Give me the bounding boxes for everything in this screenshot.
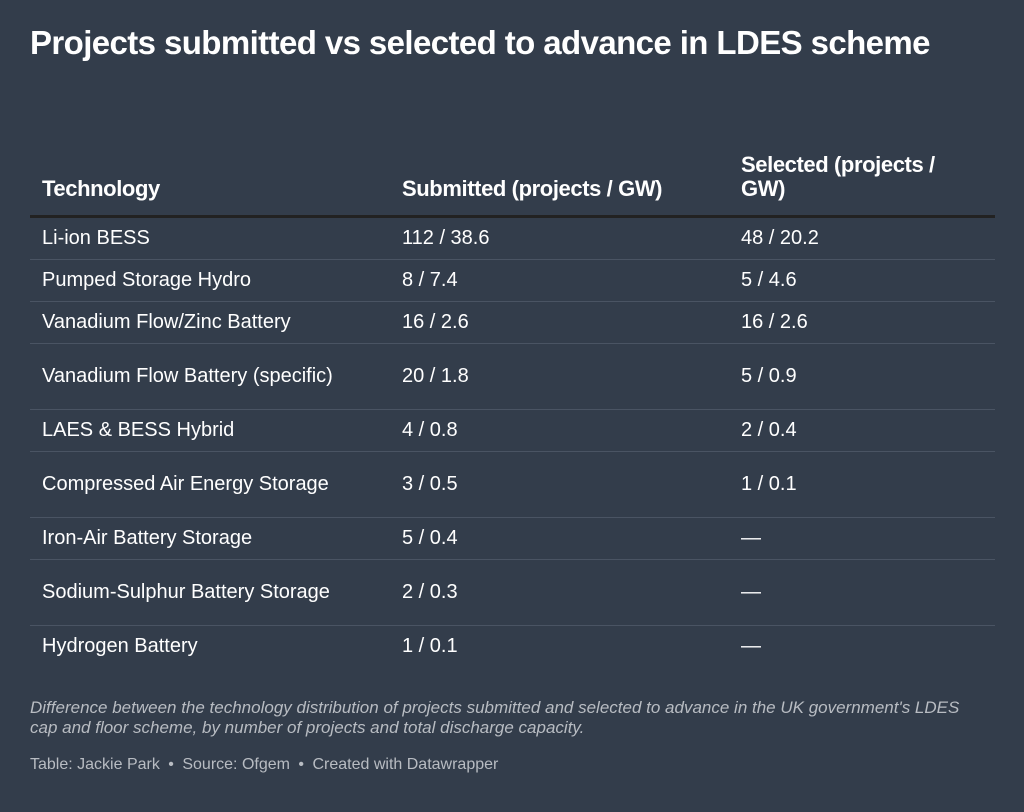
cell-technology: Sodium-Sulphur Battery Storage [30,559,390,626]
table-row: Hydrogen Battery 1 / 0.1 — [30,626,995,668]
table-row: Li-ion BESS 112 / 38.6 48 / 20.2 [30,216,995,260]
footer-separator: • [298,756,305,773]
table-row: Compressed Air Energy Storage 3 / 0.5 1 / … [30,451,995,518]
table-row: LAES & BESS Hybrid 4 / 0.8 2 / 0.4 [30,409,995,452]
data-table: Technology Submitted (projects / GW) Sel… [30,145,995,667]
cell-selected: — [729,517,995,560]
cell-submitted: 4 / 0.8 [390,409,729,452]
column-header-submitted[interactable]: Submitted (projects / GW) [390,145,729,218]
table-row: Vanadium Flow/Zinc Battery 16 / 2.6 16 / 2… [30,301,995,344]
chart-title: Projects submitted vs selected to advanc… [30,24,931,61]
cell-selected: 16 / 2.6 [729,301,995,344]
cell-technology: Pumped Storage Hydro [30,259,390,302]
cell-selected: 2 / 0.4 [729,409,995,452]
cell-technology: Hydrogen Battery [42,635,198,657]
column-header-technology[interactable]: Technology [30,145,390,218]
cell-selected: — [741,635,761,657]
table-row: Iron-Air Battery Storage 5 / 0.4— [30,517,995,560]
cell-technology: Vanadium Flow Battery (specific) [30,343,390,410]
cell-technology: Li-ion BESS [30,216,390,260]
table-body: Li-ion BESS 112 / 38.6 48 / 20.2 Pumped Sto… [30,216,995,668]
table-row: Vanadium Flow Battery (specific) 20 / 1.8… [30,343,995,410]
cell-selected: 5 / 0.9 [729,343,995,410]
cell-submitted: 5 / 0.4 [390,517,729,560]
cell-technology: LAES & BESS Hybrid [30,409,390,452]
cell-submitted: 8 / 7.4 [390,259,729,302]
cell-submitted: 3 / 0.5 [390,451,729,518]
cell-selected: 5 / 4.6 [729,259,995,302]
footer-created-with: Created with Datawrapper [312,756,499,773]
cell-technology: Compressed Air Energy Storage [30,451,390,518]
cell-submitted: 20 / 1.8 [390,343,729,410]
footer-separator: • [168,756,174,773]
chart-description: Difference between the technology distri… [30,698,960,737]
table-header-row: Technology Submitted (projects / GW) Sel… [30,145,995,218]
cell-submitted: 2 / 0.3 [390,559,729,626]
cell-submitted: 16 / 2.6 [390,301,729,344]
column-header-selected[interactable]: Selected (projects / GW) [729,145,995,218]
chart-footer: Table: Jackie Park • Source: Ofgem • Cre… [30,755,990,775]
table-row: Sodium-Sulphur Battery Storage 2 / 0.3— [30,559,995,626]
cell-technology: Vanadium Flow/Zinc Battery [30,301,390,344]
cell-selected: 1 / 0.1 [729,451,995,518]
cell-selected: 48 / 20.2 [729,216,995,260]
cell-submitted: 112 / 38.6 [390,216,729,260]
cell-technology: Iron-Air Battery Storage [30,517,390,560]
footer-source: Source: Ofgem [182,756,290,773]
cell-submitted: 1 / 0.1 [402,635,458,657]
table-row: Pumped Storage Hydro 8 / 7.4 5 / 4.6 [30,259,995,302]
cell-selected: — [729,559,995,626]
footer-credit: Table: Jackie Park [30,756,160,773]
data-table-container: Technology Submitted (projects / GW) Sel… [30,145,995,667]
